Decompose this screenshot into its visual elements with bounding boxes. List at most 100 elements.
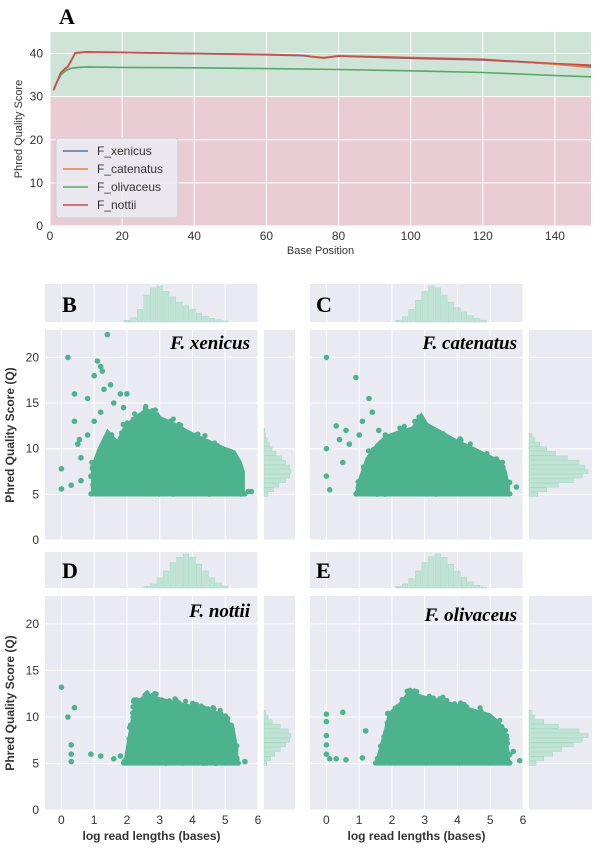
scatter-point [222,756,228,762]
scatter-point [441,750,447,756]
y-axis-label: Phred Quality Score (Q) [3,635,17,770]
scatter-point [444,697,450,704]
scatter-point [188,708,194,715]
right-histogram-bar [528,455,568,461]
scatter-point [91,418,97,425]
scatter-point [163,732,169,738]
right-histogram-bar [528,469,589,474]
scatter-point [94,457,100,463]
y-tick-label: 5 [32,756,39,770]
scatter-point [476,461,482,467]
scatter-point [399,480,405,486]
right-histogram-bar [528,451,556,456]
scatter-point [405,732,411,738]
scatter-point [157,711,163,717]
top-histogram-area [45,552,258,588]
scatter-point [233,746,239,752]
scatter-point [465,473,471,479]
species-label: F. xenicus [169,333,250,354]
scatter-point [449,744,455,750]
x-tick-label: 1 [356,813,363,827]
scatter-point [424,726,430,732]
scatter-point [200,705,207,711]
scatter-point [437,460,443,466]
scatter-point [191,482,197,488]
scatter-point [146,737,152,743]
top-histogram-bar [195,563,203,589]
scatter-point [427,443,433,449]
scatter-point [449,471,455,477]
scatter-point [431,754,437,760]
scatter-point [224,460,230,466]
scatter-point [370,462,376,468]
top-histogram-bar [480,586,487,589]
scatter-point [124,476,130,482]
scatter-point [248,488,255,495]
scatter-point [155,704,161,710]
scatter-point [366,461,372,468]
species-label: F. nottii [188,601,251,622]
x-tick-label: 60 [260,229,274,243]
scatter-point [384,462,390,468]
scatter-point [200,723,206,729]
scatter-point [97,464,104,470]
panel-letter: E [316,558,331,583]
scatter-point [159,460,165,466]
scatter-point [122,471,129,477]
scatter-point [149,744,155,750]
y-tick-label: 15 [26,396,40,410]
scatter-point [212,477,218,483]
x-tick-label: 4 [454,813,461,827]
right-histogram-bar [528,710,532,715]
scatter-point [377,743,384,749]
right-histogram-bar [528,733,589,738]
scatter-point [477,715,483,722]
top-histogram-bar [467,581,474,589]
scatter-point [218,473,224,479]
top-histogram-bar [143,294,150,323]
top-histogram-bar [402,583,409,589]
scatter-point [182,730,189,736]
scatter-point [68,751,74,757]
scatter-point [127,422,133,428]
scatter-point [179,465,185,471]
scatter-point [130,481,136,488]
scatter-point [400,698,406,704]
x-tick-label: 100 [401,229,421,243]
top-histogram-bar [176,301,183,323]
x-tick-label: 5 [222,813,229,827]
scatter-point [435,465,441,471]
scatter-point [148,454,154,460]
scatter-point [340,709,346,716]
scatter-point [150,692,156,698]
scatter-point [147,484,153,490]
scatter-point [484,459,490,465]
scatter-point [153,712,159,718]
scatter-point [416,455,422,462]
scatter-point [92,473,98,480]
scatter-point [440,431,446,437]
scatter-point [68,482,74,489]
top-histogram-bar [150,583,157,589]
scatter-point [359,755,366,761]
y-tick-label: 5 [32,487,39,501]
right-histogram-bar [263,482,280,488]
scatter-point [134,703,141,709]
right-histogram-bar [263,728,289,734]
scatter-point [234,755,240,761]
scatter-point [171,755,177,762]
y-axis-label: Phred Quality Score [13,80,25,178]
scatter-point [202,747,208,753]
top-histogram-bar [215,319,222,323]
top-histogram-bar [408,309,415,323]
scatter-point [209,732,215,738]
y-tick-label: 0 [36,219,43,233]
scatter-point [143,463,149,469]
scatter-point [111,400,117,406]
scatter-point [408,440,414,446]
scatter-point [441,476,447,482]
scatter-point [356,484,362,490]
scatter-point [425,701,431,707]
scatter-point [191,448,197,454]
scatter-point [130,704,136,710]
